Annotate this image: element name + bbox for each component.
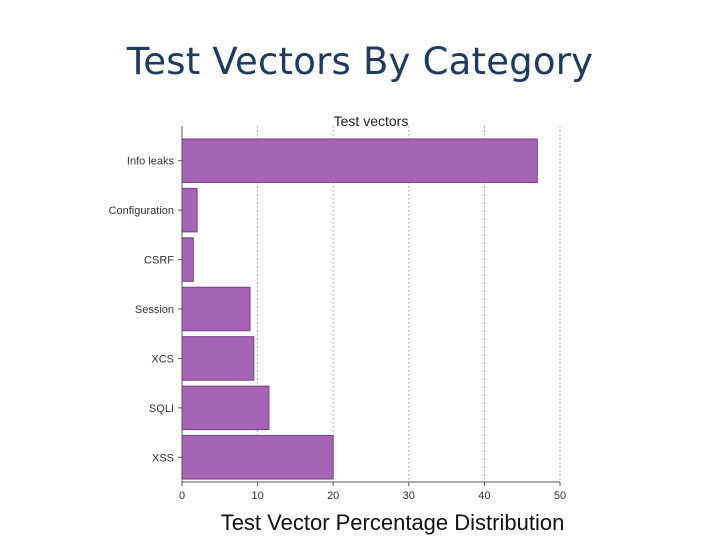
bars (181, 138, 538, 480)
bar (181, 286, 251, 332)
category-labels: Info leaks Configuration CSRF Session XCS SQL… (109, 156, 182, 464)
chart-title: Test vectors (334, 113, 409, 129)
x-tick-label: 40 (478, 490, 490, 502)
x-tick-labels: 0 10 20 30 40 50 (179, 490, 566, 502)
chart-svg: Test vectors Info leaks Configuration CSRF… (109, 113, 567, 502)
category-label: Session (135, 304, 174, 316)
category-label: Configuration (109, 205, 174, 217)
x-tick-label: 20 (327, 490, 339, 502)
bar (181, 336, 255, 381)
chart-caption: Test Vector Percentage Distribution (220, 510, 565, 535)
x-tick-label: 30 (403, 490, 415, 502)
x-tick-label: 50 (554, 490, 566, 502)
axes (181, 126, 560, 483)
bar-chart: Test vectors Info leaks Configuration CSRF… (90, 108, 590, 508)
slide-title: Test Vectors By Category (126, 40, 594, 83)
category-label: SQLI (149, 403, 174, 415)
bar (181, 385, 270, 431)
category-label: Info leaks (127, 156, 175, 168)
bar (181, 435, 334, 480)
category-label: XCS (151, 353, 174, 365)
x-tick-label: 10 (251, 490, 263, 502)
bar (181, 187, 198, 233)
bar (181, 138, 538, 183)
x-tick-label: 0 (179, 490, 185, 502)
category-label: CSRF (144, 255, 174, 267)
category-label: XSS (152, 452, 174, 464)
bar (181, 237, 194, 282)
